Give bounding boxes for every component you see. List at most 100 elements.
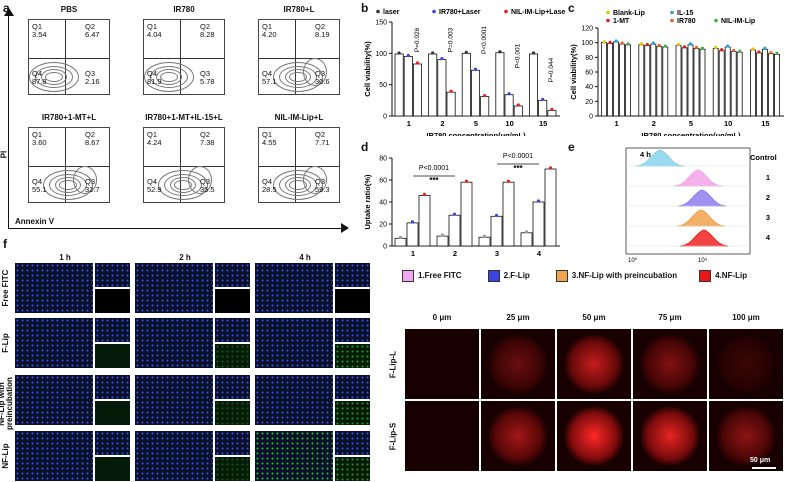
quadrant-q4-value: Q4 55.1 bbox=[32, 177, 47, 194]
p-value-annotation: P<0.0001 bbox=[419, 165, 449, 172]
contour-ring bbox=[73, 166, 97, 194]
data-point bbox=[694, 45, 699, 50]
microscopy-green-channel bbox=[95, 344, 130, 368]
penetration-row-label: F-Lip-L bbox=[388, 350, 398, 379]
legend-item-label: 1.Free FITC bbox=[418, 271, 462, 281]
microscopy-blue-channel bbox=[215, 263, 250, 287]
histogram-x-tick: 10⁴ bbox=[698, 257, 708, 262]
flow-plot: Q1 4.24 Q2 7.38 Q4 52.9 Q3 35.5 bbox=[143, 127, 225, 203]
data-point bbox=[397, 51, 401, 55]
data-point bbox=[548, 166, 553, 170]
histogram-row-label: 4 bbox=[766, 233, 771, 242]
y-tick-label: 60 bbox=[585, 70, 593, 77]
contour-ring bbox=[188, 166, 212, 194]
contour-ring bbox=[35, 66, 73, 88]
bar bbox=[656, 45, 663, 117]
data-point bbox=[524, 230, 529, 234]
data-point bbox=[700, 46, 705, 50]
microscopy-merged-image bbox=[15, 375, 93, 425]
green-signal bbox=[215, 457, 250, 481]
legend-item-label: 4.NF-Lip bbox=[715, 271, 748, 281]
red-fluorescence bbox=[565, 407, 623, 465]
quadrant-q1-value: Q1 3.54 bbox=[32, 22, 47, 39]
data-point bbox=[541, 97, 545, 101]
significance-stars: *** bbox=[429, 176, 439, 185]
nuclei-dots bbox=[15, 431, 93, 481]
legend-marker bbox=[376, 9, 380, 14]
flow-plot-title: NIL-IM-Lip+L bbox=[274, 113, 324, 122]
bar bbox=[403, 56, 413, 117]
histogram-row-label: Control bbox=[750, 153, 777, 162]
quadrant-vline bbox=[180, 20, 181, 94]
quadrant-q3-value: Q3 32.7 bbox=[85, 177, 100, 194]
nuclei-dots bbox=[135, 375, 213, 425]
bar bbox=[538, 99, 548, 117]
data-point bbox=[464, 50, 468, 54]
bar bbox=[471, 69, 481, 117]
histogram-time-label: 4 h bbox=[640, 150, 651, 159]
flow-plot: Q1 3.54 Q2 6.47 Q4 87.8 Q3 2.16 bbox=[28, 19, 110, 95]
pi-axis-arrow-icon bbox=[4, 8, 14, 16]
data-point bbox=[415, 61, 420, 65]
viability-laser-chart: 0 50 100 150 Cell viability(%) IR780 concentr… bbox=[363, 9, 565, 136]
bar bbox=[607, 43, 613, 117]
nuclei-dots bbox=[255, 431, 333, 481]
microscopy-merged-image bbox=[135, 263, 213, 313]
legend-item: 1.Free FITC bbox=[402, 270, 462, 282]
bar bbox=[724, 46, 731, 117]
data-point bbox=[440, 57, 444, 61]
significance-stars: *** bbox=[513, 164, 523, 173]
quadrant-q3-value: Q3 59.3 bbox=[315, 177, 330, 194]
legend-marker bbox=[504, 9, 508, 14]
bar bbox=[446, 91, 456, 117]
microscopy-row-label: Free FITC bbox=[1, 269, 10, 307]
y-tick-label: 80 bbox=[379, 156, 387, 163]
green-signal bbox=[335, 457, 370, 481]
bar bbox=[761, 48, 768, 117]
data-point bbox=[645, 43, 649, 47]
nuclei-dots bbox=[255, 375, 333, 425]
quadrant-hline bbox=[144, 166, 224, 167]
nuclei-dots bbox=[135, 318, 213, 368]
quadrant-q3-value: Q3 5.78 bbox=[200, 69, 215, 86]
quadrant-hline bbox=[259, 166, 339, 167]
data-point bbox=[494, 213, 499, 217]
microscopy-green-channel bbox=[215, 401, 250, 425]
data-point bbox=[657, 43, 661, 47]
nuclei-dots bbox=[95, 263, 130, 287]
x-axis-label: IR780 concentration(μg/mL) bbox=[641, 131, 741, 136]
data-point bbox=[506, 179, 511, 183]
data-point bbox=[536, 199, 541, 203]
bar bbox=[490, 215, 503, 247]
microscopy-green-channel bbox=[95, 289, 130, 313]
penetration-image bbox=[709, 401, 783, 471]
data-point bbox=[763, 46, 767, 50]
legend-marker bbox=[670, 18, 674, 23]
contour-ring bbox=[29, 62, 79, 92]
y-tick-label: 0 bbox=[589, 114, 593, 121]
microscopy-blue-channel bbox=[215, 375, 250, 399]
bar bbox=[495, 52, 505, 117]
nuclei-dots bbox=[15, 375, 93, 425]
contour-ring bbox=[156, 69, 182, 85]
quadrant-hline bbox=[29, 58, 109, 59]
microscopy-blue-channel bbox=[335, 318, 370, 342]
quadrant-hline bbox=[259, 58, 339, 59]
data-point bbox=[769, 51, 773, 55]
quadrant-q2-value: Q2 8.28 bbox=[200, 22, 215, 39]
microscopy-green-channel bbox=[335, 457, 370, 481]
microscopy-blue-channel bbox=[335, 431, 370, 455]
y-axis-label: Cell viability(%) bbox=[569, 44, 578, 100]
bar bbox=[644, 45, 651, 117]
data-point bbox=[639, 42, 643, 46]
bar bbox=[460, 181, 473, 247]
bar bbox=[699, 48, 706, 117]
data-point bbox=[757, 50, 761, 54]
scale-bar bbox=[752, 467, 776, 469]
quadrant-q2-value: Q2 8.67 bbox=[85, 130, 100, 147]
bar bbox=[478, 236, 491, 247]
legend-swatch bbox=[487, 270, 500, 282]
bar bbox=[520, 232, 533, 247]
data-point bbox=[398, 235, 403, 239]
penetration-image bbox=[633, 329, 707, 399]
